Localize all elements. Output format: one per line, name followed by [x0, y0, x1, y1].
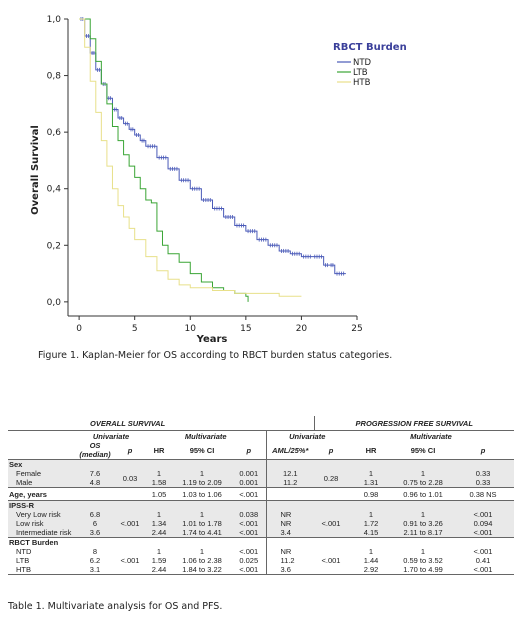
- ipss-hr: 1 1.34 2.44: [146, 510, 172, 538]
- row-rbct-categories: NTD LTB HTB: [8, 547, 76, 575]
- legend-label-ntd: NTD: [353, 58, 372, 68]
- col-os-ci: 95% CI: [172, 441, 232, 460]
- rbct-hr: 1 1.59 2.44: [146, 547, 172, 575]
- os-multivariate-header: Multivariate: [146, 430, 267, 441]
- legend-label-ltb: LTB: [353, 68, 368, 78]
- rbct-htb: HTB: [16, 565, 31, 574]
- row-sex-categories: Female Male: [8, 469, 76, 488]
- y-tick-label: 0,0: [47, 298, 62, 308]
- rbct-pfs-hr: 1 1.44 2.92: [348, 547, 394, 575]
- col-os-hr: HR: [146, 441, 172, 460]
- os-univariate-header: Univariate: [92, 431, 130, 441]
- series-line-ltb: [79, 18, 249, 302]
- age-p-multi: <.001: [232, 487, 267, 501]
- ipss-p-uni: <.001: [114, 510, 146, 538]
- sex-aml: 12.1 11.2: [266, 469, 314, 488]
- y-tick-label: 0,4: [47, 185, 62, 195]
- figure-caption: Figure 1. Kaplan-Meier for OS according …: [38, 350, 393, 361]
- rbct-ntd: NTD: [16, 547, 32, 556]
- sex-p-multi: 0.001 0.001: [232, 469, 267, 488]
- row-rbct-label: RBCT Burden: [9, 538, 59, 547]
- pfs-multivariate-header: Multivariate: [410, 431, 452, 441]
- ipss-aml: NR NR 3.4: [266, 510, 314, 538]
- col-pfs-hr: HR: [348, 441, 394, 460]
- rbct-p-multi: <.001 0.025 <.001: [232, 547, 267, 575]
- y-tick-label: 0,6: [47, 128, 62, 138]
- rbct-pfs-ci: 1 0.59 to 3.52 1.70 to 4.99: [394, 547, 452, 575]
- sex-hr: 1 1.58: [146, 469, 172, 488]
- series-line-htb: [79, 18, 302, 297]
- row-ipss-label: IPSS-R: [8, 500, 76, 510]
- pfs-univariate-header: Univariate: [289, 431, 326, 441]
- col-os-median: OS (median): [76, 441, 114, 460]
- row-age-label: Age, years: [8, 487, 76, 501]
- sex-female: Female: [16, 469, 42, 478]
- col-pfs-p-multi: p: [452, 441, 514, 460]
- sex-os: 7.6 4.8: [76, 469, 114, 488]
- legend-label-htb: HTB: [353, 78, 371, 88]
- ipss-low: Low risk: [16, 519, 44, 528]
- row-sex-label: Sex: [8, 459, 76, 469]
- sex-pfs-p-uni: 0.28: [314, 469, 348, 488]
- col-pfs-aml: AML/25%*: [266, 441, 314, 460]
- age-pfs-ci: 0.96 to 1.01: [394, 487, 452, 501]
- age-hr: 1.05: [146, 487, 172, 501]
- y-tick-label: 0,8: [47, 72, 62, 82]
- ipss-pfs-ci: 1 0.91 to 3.26 2.11 to 8.17: [394, 510, 452, 538]
- col-pfs-ci: 95% CI: [394, 441, 452, 460]
- x-tick-label: 5: [132, 324, 138, 334]
- ipss-intermediate: Intermediate risk: [16, 528, 72, 537]
- x-axis-label: Years: [196, 334, 228, 345]
- rbct-pfs-p-uni: <.001: [314, 547, 348, 575]
- rbct-aml: NR 11.2 3.6: [266, 547, 314, 575]
- ipss-os: 6.8 6 3.6: [76, 510, 114, 538]
- row-ipss-categories: Very Low risk Low risk Intermediate risk: [8, 510, 76, 538]
- series-layer: [79, 17, 346, 302]
- age-pfs-p-multi: 0.38 NS: [452, 487, 514, 501]
- rbct-os: 8 6.2 3.1: [76, 547, 114, 575]
- x-tick-label: 0: [76, 324, 82, 334]
- results-table: OVERALL SURVIVAL PROGRESSION FREE SURVIV…: [8, 416, 514, 575]
- ipss-ci: 1 1.01 to 1.78 1.74 to 4.41: [172, 510, 232, 538]
- y-tick-label: 0,2: [47, 241, 61, 251]
- ipss-pfs-p-uni: <.001: [314, 510, 348, 538]
- sex-ci: 1 1.19 to 2.09: [172, 469, 232, 488]
- y-tick-label: 1,0: [47, 15, 62, 25]
- y-axis-label: Overall Survival: [30, 125, 41, 215]
- header-progression-free-survival: PROGRESSION FREE SURVIVAL: [314, 416, 514, 431]
- rbct-pfs-p-multi: <.001 0.41 <.001: [452, 547, 514, 575]
- axes: 0 5 10 15 20 25 0,0 0,2 0,4 0,6 0,8 1,0: [47, 15, 363, 334]
- sex-pfs-ci: 1 0.75 to 2.28: [394, 469, 452, 488]
- col-os-p-multi: p: [232, 441, 267, 460]
- x-tick-label: 15: [240, 324, 251, 334]
- rbct-ltb: LTB: [16, 556, 30, 565]
- col-pfs-p-uni: p: [314, 441, 348, 460]
- rbct-p-uni: <.001: [114, 547, 146, 575]
- ipss-p-multi: 0.038 <.001 <.001: [232, 510, 267, 538]
- x-tick-label: 10: [185, 324, 197, 334]
- legend-title: RBCT Burden: [333, 42, 407, 53]
- rbct-ci: 1 1.06 to 2.38 1.84 to 3.22: [172, 547, 232, 575]
- age-ci: 1.03 to 1.06: [172, 487, 232, 501]
- sex-pfs-hr: 1 1.31: [348, 469, 394, 488]
- kaplan-meier-chart: 0 5 10 15 20 25 0,0 0,2 0,4 0,6 0,8 1,0 Overall Sur…: [30, 15, 407, 345]
- header-overall-survival: OVERALL SURVIVAL: [76, 416, 315, 431]
- ipss-very-low: Very Low risk: [16, 510, 61, 519]
- table-caption: Table 1. Multivariate analysis for OS an…: [8, 601, 223, 612]
- ipss-pfs-p-multi: <.001 0.094 <.001: [452, 510, 514, 538]
- age-pfs-hr: 0.98: [348, 487, 394, 501]
- sex-p-uni: 0.03: [114, 469, 146, 488]
- x-tick-label: 20: [296, 324, 308, 334]
- sex-pfs-p-multi: 0.33 0.33: [452, 469, 514, 488]
- sex-male: Male: [16, 478, 33, 487]
- ipss-pfs-hr: 1 1.72 4.15: [348, 510, 394, 538]
- series-line-ntd: [79, 18, 346, 275]
- x-tick-label: 25: [351, 324, 362, 334]
- col-os-p-uni: p: [114, 441, 146, 460]
